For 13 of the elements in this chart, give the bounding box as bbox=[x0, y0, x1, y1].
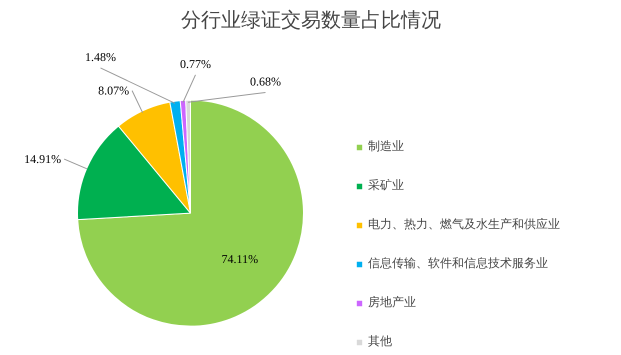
legend-label: 电力、热力、燃气及水生产和供应业 bbox=[368, 216, 560, 233]
legend-label: 其他 bbox=[368, 333, 392, 350]
data-label: 1.48% bbox=[85, 50, 116, 64]
legend-label: 房地产业 bbox=[368, 294, 416, 311]
data-label: 74.11% bbox=[222, 252, 258, 266]
chart-title: 分行业绿证交易数量占比情况 bbox=[181, 8, 441, 32]
legend-label: 制造业 bbox=[368, 138, 404, 155]
legend-label: 采矿业 bbox=[368, 177, 404, 194]
data-label: 14.91% bbox=[24, 152, 62, 166]
data-label: 0.68% bbox=[250, 74, 281, 89]
data-label: 0.77% bbox=[180, 56, 211, 71]
legend-label: 信息传输、软件和信息技术服务业 bbox=[368, 255, 548, 272]
data-label: 8.07% bbox=[98, 84, 130, 98]
